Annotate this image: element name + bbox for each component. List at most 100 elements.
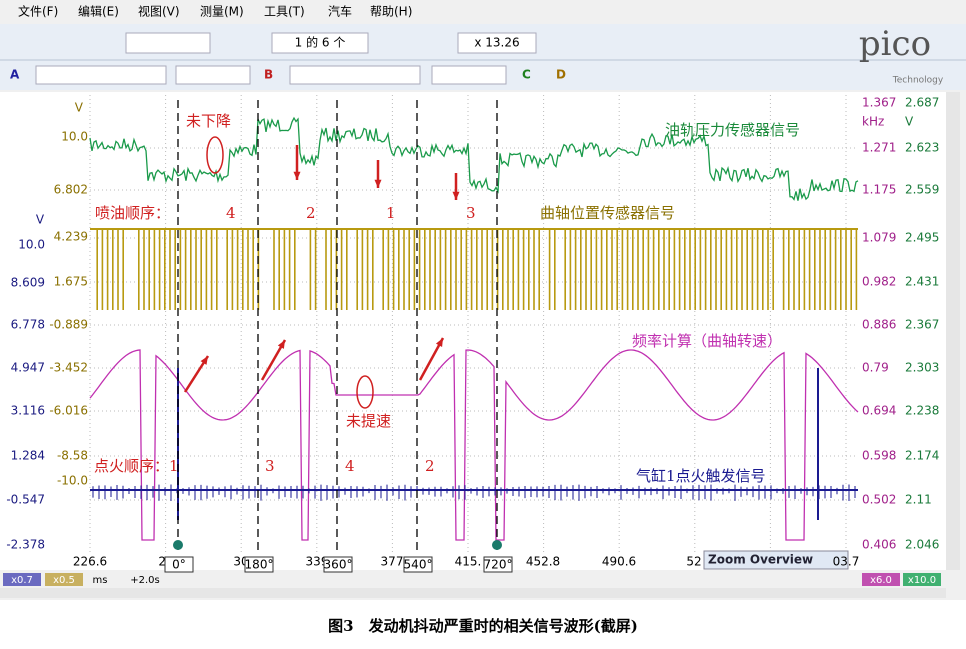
menu-item: 工具(T) — [264, 5, 305, 19]
zoom-factor: x 13.26 — [474, 36, 519, 50]
arrow-head — [277, 340, 285, 349]
x-tick-label: 52 — [686, 555, 701, 569]
menu-item: 视图(V) — [138, 4, 180, 19]
zoom-overview-panel[interactable] — [703, 550, 849, 570]
y-axis-b-label: 6.802 — [54, 183, 88, 197]
annotation: 气缸1点火触发信号 — [636, 467, 766, 485]
zoom-box[interactable] — [457, 32, 537, 54]
x-tick-label: 339 — [306, 555, 329, 569]
marker-label: 0° — [172, 558, 186, 572]
y-axis-d-label: 2.559 — [905, 183, 939, 197]
y-axis-d-label: 2.623 — [905, 141, 939, 155]
y-axis-c-label: 1.175 — [862, 183, 896, 197]
arrow-head — [293, 171, 301, 180]
y-axis-c-label: 0.982 — [862, 275, 896, 289]
channel-button: B — [264, 68, 273, 82]
y-axis-a-label: 1.284 — [11, 449, 45, 463]
combo[interactable] — [125, 32, 211, 54]
marker-label: 360° — [324, 558, 353, 572]
combo[interactable] — [289, 65, 421, 85]
page-indicator: 1 的 6 个 — [295, 35, 346, 50]
y-axis-c-label: 1.367 — [862, 96, 896, 110]
ch-a-badge — [3, 573, 41, 586]
scrollbar — [946, 92, 960, 570]
annotation: 1 — [386, 204, 396, 222]
menu-item: 编辑(E) — [78, 4, 119, 19]
highlight — [206, 136, 224, 174]
y-axis-a-label: 10.0 — [18, 238, 45, 252]
combo[interactable] — [431, 65, 507, 85]
ch-c-badge — [862, 573, 900, 586]
marker-box — [244, 556, 274, 573]
y-axis-c-label: 1.271 — [862, 141, 896, 155]
menu-item: 帮助(H) — [370, 5, 412, 19]
combo[interactable] — [35, 65, 167, 85]
annotation: 油轨压力传感器信号 — [665, 121, 800, 139]
menu-item: 汽车 — [328, 4, 352, 19]
annotation: 3 — [466, 204, 476, 222]
ch-b-badge — [45, 573, 83, 586]
annotation: 2 — [306, 204, 316, 222]
logo-sub: Technology — [892, 76, 944, 86]
y-axis-c-label: kHz — [862, 115, 884, 129]
annotation: 4 — [345, 457, 355, 475]
rail-pressure-trace — [89, 116, 859, 201]
y-axis-d-label: 2.11 — [905, 493, 932, 507]
status-text: x0.7 — [11, 575, 33, 586]
marker-dot — [492, 540, 502, 550]
page-box[interactable] — [271, 32, 369, 54]
caption: 图3 发动机抖动严重时的相关信号波形(截屏) — [328, 617, 638, 635]
status-text: x6.0 — [870, 575, 892, 586]
menu-item: 文件(F) — [18, 4, 58, 19]
zoom-overview-title: Zoom Overview — [708, 553, 813, 567]
y-axis-b-label: V — [75, 101, 84, 115]
y-axis-b-label: -8.58 — [57, 449, 88, 463]
y-axis-d-label: 2.367 — [905, 318, 939, 332]
y-axis-c-label: 0.79 — [862, 361, 889, 375]
marker-box — [403, 556, 433, 573]
y-axis-d-label: 2.174 — [905, 449, 939, 463]
marker-label: 540° — [404, 558, 433, 572]
annotation: 喷油顺序： — [95, 204, 170, 222]
annotation: 3 — [265, 457, 275, 475]
y-axis-b-label: 4.239 — [54, 230, 88, 244]
menu-item: 测量(M) — [200, 5, 244, 19]
y-axis-c-label: 0.406 — [862, 538, 896, 552]
status-text: ms — [93, 575, 108, 586]
marker-dot — [173, 540, 183, 550]
y-axis-b-label: -3.452 — [49, 361, 88, 375]
arrow-head — [452, 191, 460, 200]
arrow-head — [200, 356, 208, 365]
y-axis-a-label: -2.378 — [6, 538, 45, 552]
highlight — [356, 375, 374, 409]
channel-button: D — [556, 68, 566, 82]
x-tick-label: 415. — [455, 555, 482, 569]
y-axis-b-label: 10.0 — [61, 130, 88, 144]
y-axis-c-label: 0.886 — [862, 318, 896, 332]
y-axis-d-label: 2.303 — [905, 361, 939, 375]
frequency-trace — [89, 349, 859, 541]
y-axis-b-label: -0.889 — [49, 318, 88, 332]
marker-box — [483, 556, 513, 573]
status-text: x10.0 — [908, 575, 936, 586]
marker-box — [164, 556, 194, 573]
x-tick-label: 490.6 — [602, 555, 636, 569]
channel-button: A — [10, 68, 20, 82]
status-text: x0.5 — [53, 575, 75, 586]
y-axis-d-label: 2.046 — [905, 538, 939, 552]
x-tick-label: 03.7 — [833, 555, 860, 569]
y-axis-b-label: 1.675 — [54, 275, 88, 289]
y-axis-a-label: -0.547 — [6, 493, 45, 507]
x-tick-label: 452.8 — [526, 555, 560, 569]
h-scrollbar — [0, 588, 946, 598]
y-axis-a-label: 6.778 — [11, 318, 45, 332]
y-axis-b-label: -10.0 — [57, 474, 88, 488]
y-axis-d-label: V — [905, 115, 914, 129]
combo[interactable] — [175, 65, 251, 85]
y-axis-d-label: 2.495 — [905, 231, 939, 245]
ch-d-badge — [903, 573, 941, 586]
y-axis-b-label: -6.016 — [49, 404, 88, 418]
y-axis-c-label: 0.598 — [862, 449, 896, 463]
y-axis-a-label: 3.116 — [11, 404, 45, 418]
